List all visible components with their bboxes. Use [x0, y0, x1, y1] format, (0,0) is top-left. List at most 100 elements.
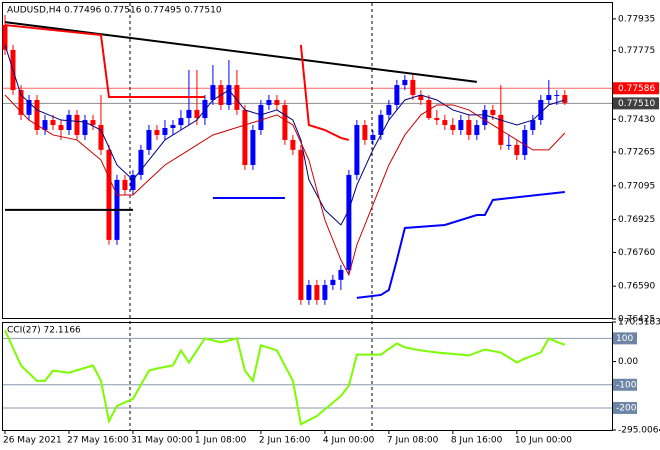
x-tick-label: 7 Jun 08:00	[387, 436, 439, 446]
candle-body	[74, 114, 80, 135]
candle-body	[434, 118, 440, 121]
candle-body	[546, 95, 552, 100]
candle-body	[458, 120, 464, 130]
price-level-label: 0.77510	[618, 99, 655, 109]
candle-body	[210, 85, 216, 100]
x-tick-label: 27 May 16:00	[67, 436, 129, 446]
candle-body	[402, 79, 408, 86]
candle-body	[306, 285, 312, 300]
overlay-line	[299, 44, 350, 141]
candle-body	[346, 174, 352, 270]
candle-body	[394, 85, 400, 105]
candle-body	[162, 128, 168, 135]
y-tick-label: 170.5183	[618, 318, 660, 328]
candle-body	[130, 174, 136, 191]
y-tick-label: 0.76590	[618, 282, 655, 292]
candle-body	[170, 125, 176, 129]
candle-body	[378, 114, 384, 135]
y-tick-label: 0.76925	[618, 215, 655, 225]
level-box	[613, 332, 637, 345]
candle-body	[90, 120, 96, 126]
candle-body	[226, 85, 232, 105]
level-label: 100	[616, 334, 633, 344]
y-tick-label: 0.76760	[618, 248, 655, 258]
candle-body	[426, 99, 432, 119]
candle-body	[514, 144, 520, 156]
candle-body	[562, 95, 568, 103]
level-box	[613, 401, 637, 414]
x-tick-label: 1 Jun 08:00	[195, 436, 247, 446]
candle-body	[298, 149, 304, 300]
candle-body	[418, 95, 424, 100]
indicator-title: CCI(27) 72.1166	[7, 326, 81, 336]
candle-body	[154, 129, 160, 135]
price-level-label: 0.77586	[618, 84, 655, 94]
candle-body	[242, 109, 248, 165]
level-label: -100	[616, 380, 637, 390]
price-level-box	[613, 97, 659, 110]
x-tick-label: 31 May 00:00	[131, 436, 193, 446]
x-tick-label: 10 Jun 00:00	[515, 436, 572, 446]
candle-body	[106, 149, 112, 240]
candle-body	[26, 99, 32, 115]
candle-body	[554, 95, 560, 97]
candle-body	[18, 90, 24, 115]
overlay-line	[356, 191, 565, 299]
candle-body	[386, 104, 392, 115]
candle-body	[42, 120, 48, 130]
overlay-line	[4, 21, 477, 83]
candle-body	[522, 129, 528, 156]
x-tick-label: 26 May 2021	[3, 436, 62, 446]
y-tick-label: 0.77095	[618, 181, 655, 191]
y-tick-label: 0.00	[618, 357, 638, 367]
candle-body	[178, 118, 184, 126]
candle-body	[66, 114, 72, 130]
candle-body	[50, 120, 56, 126]
level-box	[613, 378, 637, 391]
candle-body	[202, 99, 208, 119]
overlay-line	[4, 94, 566, 277]
candle-body	[362, 125, 368, 140]
y-tick-label: 0.76425	[618, 314, 655, 324]
candle-body	[138, 149, 144, 175]
x-tick-label: 4 Jun 00:00	[323, 436, 375, 446]
y-tick-label: 0.77265	[618, 148, 655, 158]
marks: 0.77935 0.77775 0.77430 0.77265 0.77095 0.769…	[2, 14, 660, 446]
price-panel	[2, 2, 613, 319]
candle-body	[2, 25, 8, 50]
candle-body	[322, 285, 328, 300]
candle-body	[314, 285, 320, 300]
price-level-box	[613, 82, 659, 95]
candle-body	[266, 99, 272, 105]
candle-body	[82, 120, 88, 135]
overlay-line	[4, 24, 205, 99]
candle-body	[474, 125, 480, 135]
candle-body	[538, 99, 544, 121]
y-tick-label: -295.0064	[618, 426, 660, 436]
candle-body	[330, 279, 336, 286]
candle-body	[58, 125, 64, 130]
candle-body	[234, 85, 240, 110]
x-tick-label: 8 Jun 16:00	[451, 436, 503, 446]
candle-body	[450, 125, 456, 130]
candle-body	[482, 109, 488, 126]
candle-body	[442, 120, 448, 126]
candle-body	[490, 109, 496, 115]
candle-body	[282, 104, 288, 140]
chart-title: AUDUSD,H4 0.77496 0.77516 0.77495 0.7751…	[7, 6, 222, 16]
candle-body	[122, 179, 128, 191]
candle-body	[194, 109, 200, 119]
candle-body	[530, 120, 536, 130]
candle-body	[258, 104, 264, 130]
candle-body	[354, 125, 360, 175]
candle-body	[506, 144, 512, 146]
y-tick-label: 0.77935	[618, 14, 655, 24]
y-tick-label: 0.77775	[618, 46, 655, 56]
candle-body	[410, 79, 416, 96]
candle-body	[274, 99, 280, 105]
level-label: -200	[616, 403, 637, 413]
x-tick-label: 2 Jun 16:00	[259, 436, 311, 446]
candle-body	[250, 129, 256, 165]
candle-body	[466, 120, 472, 135]
